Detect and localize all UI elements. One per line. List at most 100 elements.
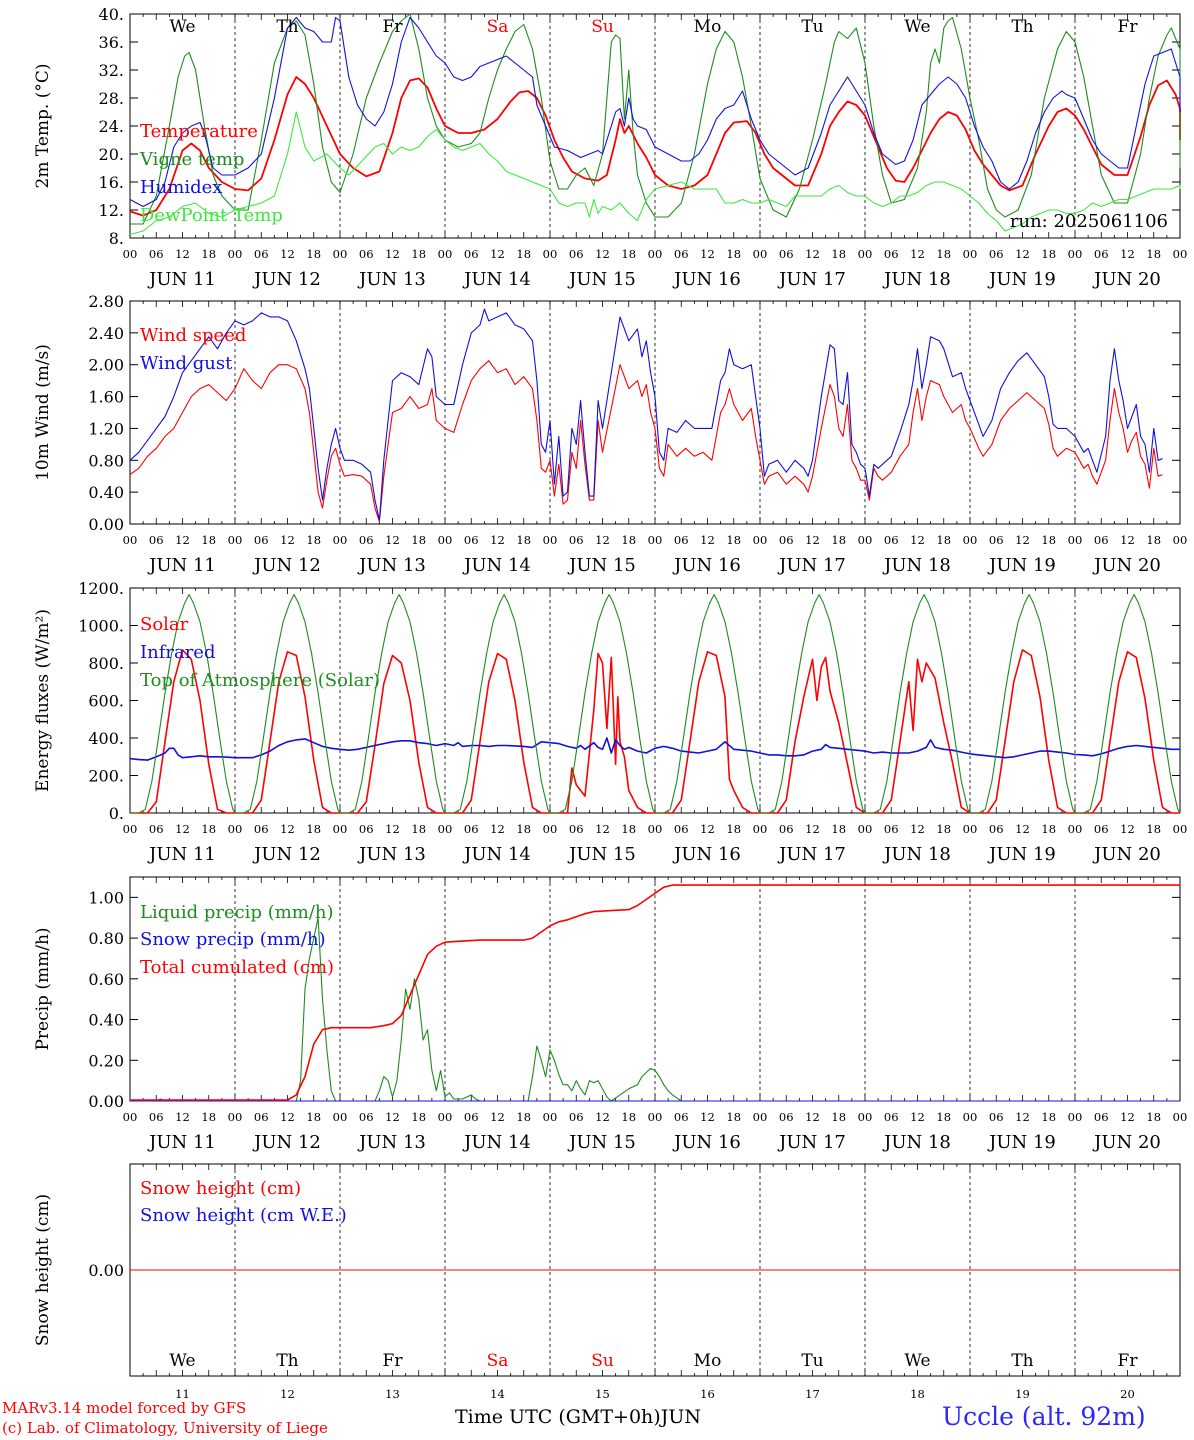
temp-hour-label: 18 [1041, 247, 1056, 261]
precip-hour-label: 00 [648, 1110, 663, 1124]
wind-hour-label: 18 [1146, 533, 1161, 547]
lab-credit: (c) Lab. of Climatology, University of L… [2, 1419, 328, 1437]
temp-hour-label: 12 [910, 247, 925, 261]
wind-plot-frame [129, 300, 1181, 525]
precip-series-liquid-precip-mm-h [130, 917, 1180, 1102]
energy-hour-label: 12 [805, 822, 820, 836]
snow-legend-item: Snow height (cm W.E.) [140, 1205, 347, 1226]
temp-series-vigne-temp [130, 13, 1181, 225]
wind-hour-label: 00 [648, 533, 663, 547]
temp-y-tick-label: 36. [99, 33, 124, 52]
wind-hour-label: 00 [1173, 533, 1188, 547]
energy-hour-label: 00 [753, 822, 768, 836]
snow-legend-item: Snow height (cm) [140, 1178, 301, 1199]
energy-hour-label: 18 [726, 822, 741, 836]
snow-weekday-label: We [169, 1351, 195, 1371]
temp-legend-item: Temperature [140, 121, 258, 142]
temp-hour-label: 18 [201, 247, 216, 261]
temp-day-label: JUN 14 [462, 269, 531, 290]
month-label: JUN [660, 1406, 701, 1428]
energy-hour-label: 06 [884, 822, 899, 836]
temp-hour-label: 00 [858, 247, 873, 261]
wind-hour-label: 06 [1094, 533, 1109, 547]
temp-hour-label: 12 [1120, 247, 1135, 261]
precip-legend-item: Total cumulated (cm) [140, 957, 334, 978]
temp-hour-label: 06 [359, 247, 374, 261]
precip-y-tick-label: 0.00 [88, 1092, 124, 1111]
temp-hour-label: 12 [175, 247, 190, 261]
precip-y-tick-label: 0.20 [88, 1051, 124, 1070]
temp-weekday-label: We [169, 17, 195, 37]
snow-weekday-label: Mo [694, 1351, 722, 1371]
wind-hour-label: 00 [438, 533, 453, 547]
temp-hour-label: 12 [595, 247, 610, 261]
temp-hour-label: 00 [1173, 247, 1188, 261]
precip-hour-label: 12 [385, 1110, 400, 1124]
temp-hour-label: 18 [621, 247, 636, 261]
temp-hour-label: 18 [306, 247, 321, 261]
precip-hour-label: 18 [936, 1110, 951, 1124]
wind-day-label: JUN 12 [252, 555, 321, 576]
snow-day-number: 17 [805, 1387, 820, 1401]
precip-day-label: JUN 11 [147, 1132, 216, 1153]
energy-day-label: JUN 16 [672, 844, 741, 865]
energy-hour-label: 00 [1068, 822, 1083, 836]
precip-hour-label: 12 [595, 1110, 610, 1124]
precip-hour-label: 00 [333, 1110, 348, 1124]
temp-y-tick-label: 24. [99, 117, 124, 136]
precip-y-tick-label: 1.00 [88, 888, 124, 907]
energy-day-label: JUN 15 [567, 844, 636, 865]
temp-hour-label: 12 [490, 247, 505, 261]
precip-day-label: JUN 12 [252, 1132, 321, 1153]
time-axis-text: Time UTC (GMT+0h) [455, 1406, 661, 1428]
precip-hour-label: 18 [1041, 1110, 1056, 1124]
energy-hour-label: 12 [700, 822, 715, 836]
model-credit: MARv3.14 model forced by GFS [2, 1399, 247, 1417]
wind-hour-label: 12 [175, 533, 190, 547]
temp-y-tick-label: 32. [99, 61, 124, 80]
energy-day-label: JUN 20 [1092, 844, 1161, 865]
wind-hour-label: 00 [543, 533, 558, 547]
wind-series-wind-gust [129, 308, 1163, 521]
temp-hour-label: 06 [779, 247, 794, 261]
energy-day-label: JUN 11 [147, 844, 216, 865]
temp-hour-label: 06 [569, 247, 584, 261]
energy-series-infrared [129, 737, 1180, 761]
energy-hour-label: 00 [648, 822, 663, 836]
wind-hour-label: 12 [490, 533, 505, 547]
temp-day-label: JUN 13 [357, 269, 426, 290]
precip-hour-label: 18 [726, 1110, 741, 1124]
wind-hour-label: 18 [1041, 533, 1056, 547]
energy-hour-label: 18 [201, 822, 216, 836]
precip-day-label: JUN 17 [777, 1132, 846, 1153]
energy-day-label: JUN 14 [462, 844, 531, 865]
energy-hour-label: 00 [1173, 822, 1188, 836]
precip-hour-label: 00 [753, 1110, 768, 1124]
snow-day-number: 13 [385, 1387, 400, 1401]
energy-y-tick-label: 800. [88, 654, 124, 673]
precip-hour-label: 00 [123, 1110, 138, 1124]
wind-hour-label: 06 [149, 533, 164, 547]
wind-series-wind-speed [129, 360, 1163, 523]
temp-hour-label: 18 [831, 247, 846, 261]
wind-hour-label: 18 [936, 533, 951, 547]
wind-hour-label: 00 [753, 533, 768, 547]
energy-hour-label: 00 [438, 822, 453, 836]
energy-hour-label: 06 [1094, 822, 1109, 836]
temp-legend-item: Vigne temp [139, 149, 244, 170]
temp-y-tick-label: 28. [99, 89, 124, 108]
wind-hour-label: 06 [884, 533, 899, 547]
temp-hour-label: 00 [753, 247, 768, 261]
temp-hour-label: 00 [648, 247, 663, 261]
precip-hour-label: 06 [1094, 1110, 1109, 1124]
temp-hour-label: 06 [1094, 247, 1109, 261]
temp-legend-item: DewPoint Temp [140, 205, 283, 226]
temp-hour-label: 00 [543, 247, 558, 261]
precip-series-total-cumulated-cm [130, 884, 1180, 1101]
precip-day-label: JUN 20 [1092, 1132, 1161, 1153]
energy-axis-title: Energy fluxes (W/m²) [33, 609, 53, 792]
precip-hour-label: 18 [516, 1110, 531, 1124]
wind-legend-item: Wind gust [140, 353, 233, 374]
precip-hour-label: 18 [306, 1110, 321, 1124]
